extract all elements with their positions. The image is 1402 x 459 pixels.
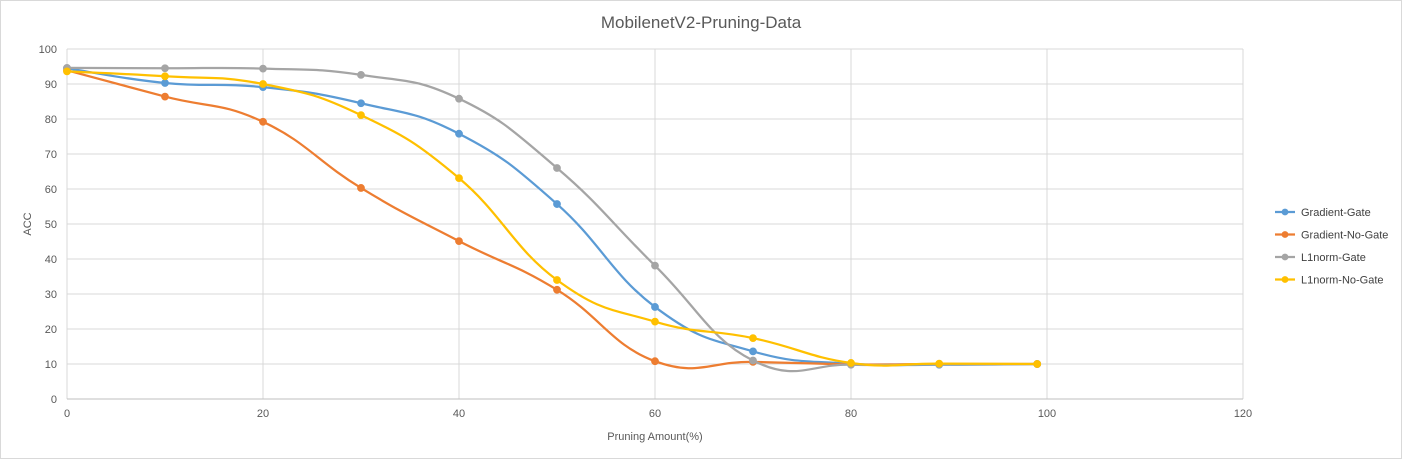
data-point-l1norm-no-gate <box>161 72 169 81</box>
data-point-l1norm-gate <box>357 71 365 79</box>
data-point-gradient-no-gate <box>455 237 463 246</box>
x-tick-label: 0 <box>64 408 70 420</box>
data-point-gradient-gate <box>357 99 365 108</box>
data-point-l1norm-gate <box>651 261 659 270</box>
y-tick-label: 70 <box>45 149 57 161</box>
data-point-l1norm-no-gate <box>1033 360 1042 368</box>
data-point-l1norm-gate <box>161 64 169 73</box>
y-tick-label: 50 <box>45 219 57 231</box>
data-point-l1norm-no-gate <box>935 359 944 368</box>
legend-swatch-marker <box>1281 253 1289 261</box>
y-tick-label: 90 <box>45 79 57 91</box>
x-tick-label: 80 <box>845 408 857 420</box>
y-tick-label: 40 <box>45 254 57 266</box>
legend-item-l1norm-no-gate: L1norm-No-Gate <box>1275 275 1384 287</box>
y-tick-label: 20 <box>45 324 57 336</box>
gridlines <box>66 48 1244 400</box>
data-point-l1norm-gate <box>455 94 463 103</box>
y-tick-label: 100 <box>39 44 57 56</box>
data-point-gradient-no-gate <box>161 92 169 101</box>
data-point-l1norm-no-gate <box>357 111 365 120</box>
data-point-gradient-no-gate <box>553 285 561 294</box>
data-point-l1norm-gate <box>749 356 757 365</box>
y-axis-ticks: 0 10 20 30 40 50 60 70 80 90 100 <box>39 44 57 406</box>
y-tick-label: 60 <box>45 184 57 196</box>
y-tick-label: 80 <box>45 114 57 126</box>
data-point-l1norm-no-gate <box>651 317 659 326</box>
x-tick-label: 20 <box>257 408 269 420</box>
series-group <box>63 64 1042 373</box>
legend: Gradient-Gate Gradient-No-Gate L1norm-Gate… <box>1275 207 1388 287</box>
x-tick-label: 60 <box>649 408 661 420</box>
series-line-l1norm-no-gate <box>65 70 1039 367</box>
data-point-gradient-gate <box>455 129 463 138</box>
data-point-l1norm-gate <box>259 64 267 73</box>
legend-item-gradient-no-gate: Gradient-No-Gate <box>1275 230 1388 242</box>
data-point-gradient-no-gate <box>651 357 659 366</box>
data-point-l1norm-gate <box>553 164 561 172</box>
x-axis-title: Pruning Amount(%) <box>607 431 702 443</box>
y-axis-title: ACC <box>22 212 34 235</box>
x-tick-label: 100 <box>1038 408 1056 420</box>
series-line-gradient-gate <box>65 67 1039 367</box>
legend-item-l1norm-gate: L1norm-Gate <box>1275 252 1366 264</box>
data-point-l1norm-no-gate <box>847 359 855 367</box>
legend-swatch-marker <box>1281 276 1289 283</box>
legend-item-gradient-gate: Gradient-Gate <box>1275 207 1371 219</box>
legend-label: L1norm-Gate <box>1301 252 1366 264</box>
series-l1norm-no-gate <box>63 67 1042 368</box>
series-line-gradient-no-gate <box>65 69 1039 370</box>
data-point-l1norm-no-gate <box>749 334 757 343</box>
x-tick-label: 120 <box>1234 408 1252 420</box>
x-axis-ticks: 0 20 40 60 80 100 120 <box>64 408 1252 420</box>
y-tick-label: 30 <box>45 289 57 301</box>
legend-label: Gradient-Gate <box>1301 207 1371 219</box>
data-point-l1norm-no-gate <box>455 174 463 183</box>
y-tick-label: 0 <box>51 394 57 406</box>
legend-label: Gradient-No-Gate <box>1301 230 1388 242</box>
data-point-l1norm-no-gate <box>259 80 267 88</box>
series-line-l1norm-gate <box>65 66 1039 373</box>
data-point-gradient-gate <box>651 303 659 311</box>
data-point-gradient-no-gate <box>357 184 365 192</box>
x-tick-label: 40 <box>453 408 465 420</box>
legend-label: L1norm-No-Gate <box>1301 275 1384 287</box>
legend-swatch-marker <box>1281 208 1289 216</box>
data-point-gradient-gate <box>161 79 169 87</box>
data-point-gradient-gate <box>553 200 561 208</box>
data-point-gradient-gate <box>749 347 757 356</box>
y-tick-label: 10 <box>45 359 57 371</box>
series-l1norm-gate <box>63 64 1042 373</box>
data-point-gradient-no-gate <box>259 117 267 126</box>
data-point-l1norm-no-gate <box>553 276 561 284</box>
legend-swatch-marker <box>1281 231 1289 238</box>
series-gradient-gate <box>63 64 1042 369</box>
data-point-l1norm-no-gate <box>63 67 71 76</box>
chart-title: MobilenetV2-Pruning-Data <box>601 13 802 32</box>
series-gradient-no-gate <box>63 66 1042 370</box>
